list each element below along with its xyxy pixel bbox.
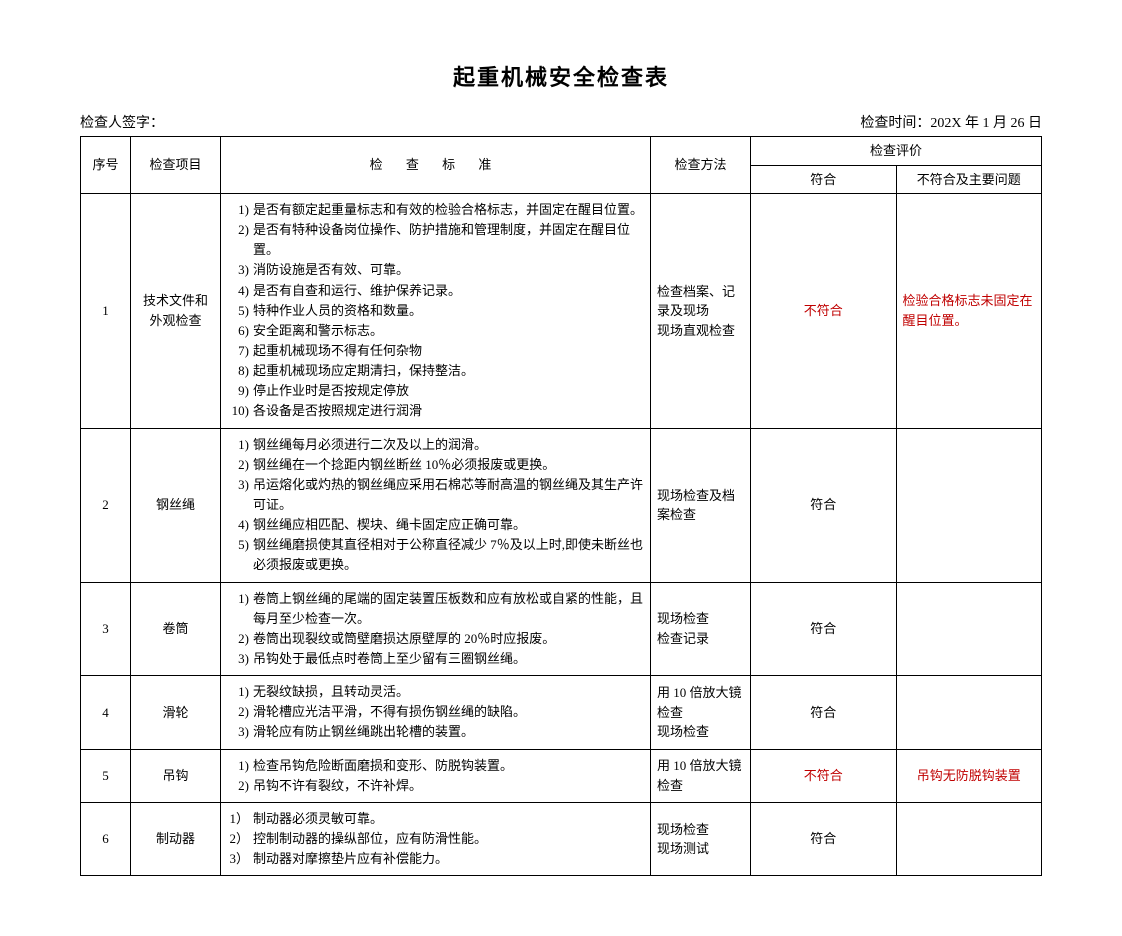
standard-item: 钢丝绳每月必须进行二次及以上的润滑。 [253,435,646,455]
table-row: 4滑轮无裂纹缺损，且转动灵活。滑轮槽应光洁平滑，不得有损伤钢丝绳的缺陷。滑轮应有… [81,676,1042,749]
header-comply: 符合 [751,165,897,194]
cell-issue [896,676,1042,749]
cell-item: 技术文件和外观检查 [131,194,221,429]
inspection-table: 序号 检查项目 检 查 标 准 检查方法 检查评价 符合 不符合及主要问题 1技… [80,136,1042,876]
table-row: 2钢丝绳钢丝绳每月必须进行二次及以上的润滑。钢丝绳在一个捻距内钢丝断丝 10％必… [81,428,1042,582]
cell-seq: 2 [81,428,131,582]
standard-item: 钢丝绳应相匹配、楔块、绳卡固定应正确可靠。 [253,515,646,535]
cell-comply: 符合 [751,676,897,749]
cell-method: 检查档案、记录及现场 现场直观检查 [651,194,751,429]
standard-item: 起重机械现场不得有任何杂物 [253,341,646,361]
cell-standard: 检查吊钩危险断面磨损和变形、防脱钩装置。吊钩不许有裂纹，不许补焊。 [221,749,651,802]
standard-item: 钢丝绳磨损使其直径相对于公称直径减少 7％及以上时,即使未断丝也必须报废或更换。 [253,535,646,575]
cell-seq: 1 [81,194,131,429]
cell-comply: 不符合 [751,194,897,429]
inspector-sign: 检查人签字： [80,112,164,132]
cell-method: 现场检查 现场测试 [651,802,751,875]
standard-item: 停止作业时是否按规定停放 [253,381,646,401]
standard-item: 起重机械现场应定期清扫，保持整洁。 [253,361,646,381]
standard-item: 制动器对摩擦垫片应有补偿能力。 [253,849,646,869]
table-row: 1技术文件和外观检查是否有额定起重量标志和有效的检验合格标志，并固定在醒目位置。… [81,194,1042,429]
standard-item: 吊运熔化或灼热的钢丝绳应采用石棉芯等耐高温的钢丝绳及其生产许可证。 [253,475,646,515]
standard-item: 安全距离和警示标志。 [253,321,646,341]
cell-method: 现场检查及档案检查 [651,428,751,582]
page-title: 起重机械安全检查表 [80,60,1042,92]
standard-item: 钢丝绳在一个捻距内钢丝断丝 10％必须报废或更换。 [253,455,646,475]
cell-item: 制动器 [131,802,221,875]
header-standard: 检 查 标 准 [221,137,651,194]
header-evaluation: 检查评价 [751,137,1042,166]
cell-item: 滑轮 [131,676,221,749]
inspection-time: 检查时间：202X 年 1 月 26 日 [860,112,1042,132]
header-info: 检查人签字： 检查时间：202X 年 1 月 26 日 [80,112,1042,132]
standard-item: 是否有特种设备岗位操作、防护措施和管理制度，并固定在醒目位置。 [253,220,646,260]
header-item: 检查项目 [131,137,221,194]
cell-issue: 检验合格标志未固定在醒目位置。 [896,194,1042,429]
standard-item: 卷筒出现裂纹或筒壁磨损达原壁厚的 20％时应报废。 [253,629,646,649]
cell-comply: 不符合 [751,749,897,802]
header-method: 检查方法 [651,137,751,194]
cell-seq: 3 [81,582,131,676]
standard-item: 检查吊钩危险断面磨损和变形、防脱钩装置。 [253,756,646,776]
standard-item: 制动器必须灵敏可靠。 [253,809,646,829]
header-seq: 序号 [81,137,131,194]
cell-item: 卷筒 [131,582,221,676]
standard-item: 无裂纹缺损，且转动灵活。 [253,682,646,702]
standard-item: 滑轮应有防止钢丝绳跳出轮槽的装置。 [253,722,646,742]
standard-item: 消防设施是否有效、可靠。 [253,260,646,280]
cell-standard: 无裂纹缺损，且转动灵活。滑轮槽应光洁平滑，不得有损伤钢丝绳的缺陷。滑轮应有防止钢… [221,676,651,749]
standard-item: 是否有额定起重量标志和有效的检验合格标志，并固定在醒目位置。 [253,200,646,220]
cell-comply: 符合 [751,802,897,875]
cell-seq: 4 [81,676,131,749]
standard-item: 吊钩处于最低点时卷筒上至少留有三圈钢丝绳。 [253,649,646,669]
standard-item: 特种作业人员的资格和数量。 [253,301,646,321]
cell-issue: 吊钩无防脱钩装置 [896,749,1042,802]
standard-item: 卷筒上钢丝绳的尾端的固定装置压板数和应有放松或自紧的性能，且每月至少检查一次。 [253,589,646,629]
cell-standard: 制动器必须灵敏可靠。控制制动器的操纵部位，应有防滑性能。制动器对摩擦垫片应有补偿… [221,802,651,875]
cell-issue [896,582,1042,676]
cell-standard: 卷筒上钢丝绳的尾端的固定装置压板数和应有放松或自紧的性能，且每月至少检查一次。卷… [221,582,651,676]
cell-issue [896,802,1042,875]
cell-method: 现场检查 检查记录 [651,582,751,676]
standard-item: 滑轮槽应光洁平滑，不得有损伤钢丝绳的缺陷。 [253,702,646,722]
standard-item: 是否有自查和运行、维护保养记录。 [253,281,646,301]
table-row: 5吊钩检查吊钩危险断面磨损和变形、防脱钩装置。吊钩不许有裂纹，不许补焊。用 10… [81,749,1042,802]
standard-item: 控制制动器的操纵部位，应有防滑性能。 [253,829,646,849]
cell-seq: 5 [81,749,131,802]
cell-seq: 6 [81,802,131,875]
cell-comply: 符合 [751,582,897,676]
cell-issue [896,428,1042,582]
header-issue: 不符合及主要问题 [896,165,1042,194]
table-row: 3卷筒卷筒上钢丝绳的尾端的固定装置压板数和应有放松或自紧的性能，且每月至少检查一… [81,582,1042,676]
cell-comply: 符合 [751,428,897,582]
cell-item: 吊钩 [131,749,221,802]
cell-item: 钢丝绳 [131,428,221,582]
cell-standard: 钢丝绳每月必须进行二次及以上的润滑。钢丝绳在一个捻距内钢丝断丝 10％必须报废或… [221,428,651,582]
standard-item: 各设备是否按照规定进行润滑 [253,401,646,421]
cell-method: 用 10 倍放大镜检查 现场检查 [651,676,751,749]
cell-standard: 是否有额定起重量标志和有效的检验合格标志，并固定在醒目位置。是否有特种设备岗位操… [221,194,651,429]
table-row: 6制动器制动器必须灵敏可靠。控制制动器的操纵部位，应有防滑性能。制动器对摩擦垫片… [81,802,1042,875]
cell-method: 用 10 倍放大镜检查 [651,749,751,802]
